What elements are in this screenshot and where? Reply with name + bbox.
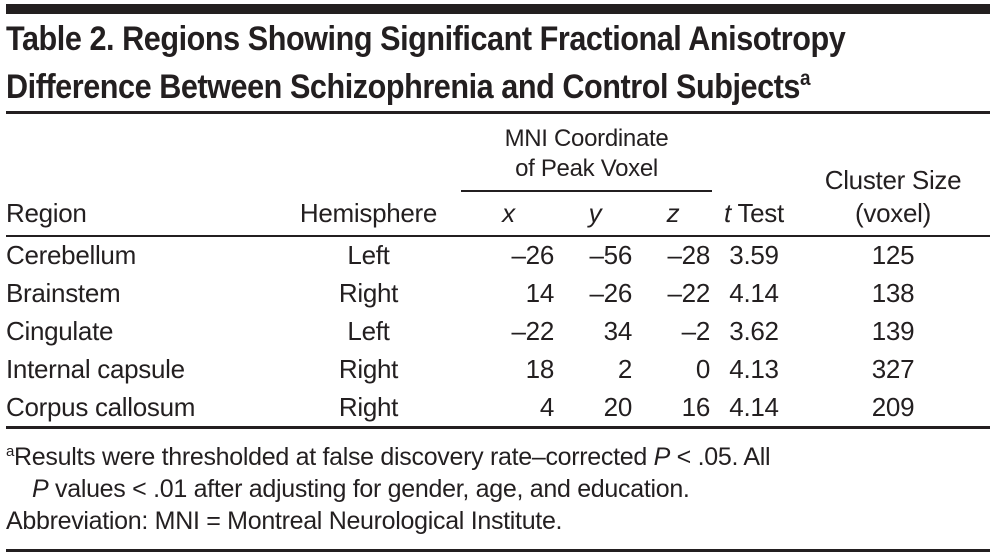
data-table: MNI Coordinate of Peak Voxel Cluster Siz… bbox=[6, 114, 990, 426]
footnote-line1-tail: < .05. All bbox=[670, 443, 771, 471]
cluster-size-header-line2: (voxel) bbox=[855, 198, 931, 228]
table-row: Cerebellum Left –26 –56 –28 3.59 125 bbox=[6, 236, 990, 274]
footnote-marker: a bbox=[6, 443, 15, 460]
footnote-line1-italic-p: P bbox=[653, 443, 671, 471]
table-title-line2: Difference Between Schizophrenia and Con… bbox=[6, 59, 996, 107]
cell-hemisphere: Left bbox=[347, 240, 390, 270]
title-footnote-marker: a bbox=[800, 67, 811, 90]
cell-y: –56 bbox=[589, 240, 633, 270]
cell-x: –22 bbox=[511, 315, 555, 346]
table-row: Internal capsule Right 18 2 0 4.13 327 bbox=[6, 350, 990, 388]
cell-region: Brainstem bbox=[6, 277, 121, 308]
cell-z: 0 bbox=[695, 353, 710, 384]
spanner-header-row: MNI Coordinate of Peak Voxel Cluster Siz… bbox=[6, 114, 990, 237]
cell-t-test: 3.62 bbox=[729, 315, 779, 346]
cell-z: –2 bbox=[681, 315, 711, 346]
cell-region: Cerebellum bbox=[6, 240, 136, 270]
cell-t-test: 4.14 bbox=[729, 277, 779, 308]
table-row: Brainstem Right 14 –26 –22 4.14 138 bbox=[6, 274, 990, 312]
cell-x: –26 bbox=[511, 240, 555, 270]
cell-y: 34 bbox=[603, 315, 633, 346]
cell-cluster-size: 138 bbox=[871, 277, 915, 308]
column-header-hemisphere: Hemisphere bbox=[276, 192, 461, 237]
cell-hemisphere: Left bbox=[347, 315, 390, 346]
t-test-rest: Test bbox=[730, 198, 784, 228]
cell-hemisphere: Right bbox=[338, 391, 399, 422]
t-test-italic-t: t bbox=[724, 198, 731, 228]
cell-region: Internal capsule bbox=[6, 353, 185, 384]
mni-coordinate-spanner-cell: MNI Coordinate of Peak Voxel bbox=[461, 114, 712, 192]
cell-y: 2 bbox=[617, 353, 632, 384]
cell-t-test: 3.59 bbox=[729, 240, 779, 270]
cell-cluster-size: 139 bbox=[871, 315, 915, 346]
cell-hemisphere: Right bbox=[338, 277, 399, 308]
title-divider-rule bbox=[6, 111, 990, 114]
cell-y: 20 bbox=[603, 391, 633, 422]
cell-x: 4 bbox=[539, 391, 554, 422]
footnote-line3: Abbreviation: MNI = Montreal Neurologica… bbox=[6, 507, 563, 535]
bottom-rule bbox=[6, 549, 990, 552]
column-header-t-test: t Test bbox=[712, 192, 796, 237]
cluster-size-header: Cluster Size (voxel) bbox=[796, 114, 990, 237]
spanner-line1: MNI Coordinate bbox=[504, 125, 669, 152]
footnote-line2: P values < .01 after adjusting for gende… bbox=[6, 473, 990, 505]
cell-t-test: 4.14 bbox=[729, 391, 779, 422]
table-title-line2-text: Difference Between Schizophrenia and Con… bbox=[6, 68, 801, 106]
mni-coordinate-spanner: MNI Coordinate of Peak Voxel bbox=[461, 124, 712, 192]
cell-region: Cingulate bbox=[6, 315, 114, 346]
table-title: Table 2. Regions Showing Significant Fra… bbox=[6, 20, 996, 107]
cell-x: 18 bbox=[525, 353, 555, 384]
footnote-line1-text: Results were thresholded at false discov… bbox=[14, 443, 654, 471]
body-divider-rule bbox=[6, 426, 990, 429]
table-header: MNI Coordinate of Peak Voxel Cluster Siz… bbox=[6, 114, 990, 237]
empty-header-cell bbox=[6, 114, 461, 192]
column-header-row: Region Hemisphere x y z t Test bbox=[6, 192, 990, 237]
table-row: Cingulate Left –22 34 –2 3.62 139 bbox=[6, 312, 990, 350]
footnote-line2-text: values < .01 after adjusting for gender,… bbox=[48, 475, 690, 503]
cell-z: 16 bbox=[681, 391, 711, 422]
cell-cluster-size: 327 bbox=[871, 353, 915, 384]
cluster-size-header-line1: Cluster Size bbox=[824, 165, 962, 195]
cell-cluster-size: 209 bbox=[871, 391, 915, 422]
column-header-x: x bbox=[461, 192, 556, 237]
cell-z: –22 bbox=[667, 277, 711, 308]
spanner-line2: of Peak Voxel bbox=[515, 155, 658, 182]
cell-t-test: 4.13 bbox=[729, 353, 779, 384]
table-row: Corpus callosum Right 4 20 16 4.14 209 bbox=[6, 388, 990, 426]
table-title-line1: Table 2. Regions Showing Significant Fra… bbox=[6, 20, 846, 58]
column-header-y: y bbox=[556, 192, 634, 237]
cell-y: –26 bbox=[589, 277, 633, 308]
footnote-line2-italic-p: P bbox=[32, 475, 49, 503]
cell-cluster-size: 125 bbox=[871, 240, 915, 270]
cell-region: Corpus callosum bbox=[6, 391, 196, 422]
cell-z: –28 bbox=[667, 240, 711, 270]
column-header-region: Region bbox=[6, 192, 276, 237]
table-body: Cerebellum Left –26 –56 –28 3.59 125 Bra… bbox=[6, 236, 990, 426]
column-header-z: z bbox=[634, 192, 712, 237]
footnote: aResults were thresholded at false disco… bbox=[6, 436, 990, 537]
footnote-line1: aResults were thresholded at false disco… bbox=[6, 436, 990, 473]
cell-hemisphere: Right bbox=[338, 353, 399, 384]
top-rule bbox=[6, 4, 990, 14]
cell-x: 14 bbox=[525, 277, 555, 308]
empty-header-cell bbox=[712, 114, 796, 192]
